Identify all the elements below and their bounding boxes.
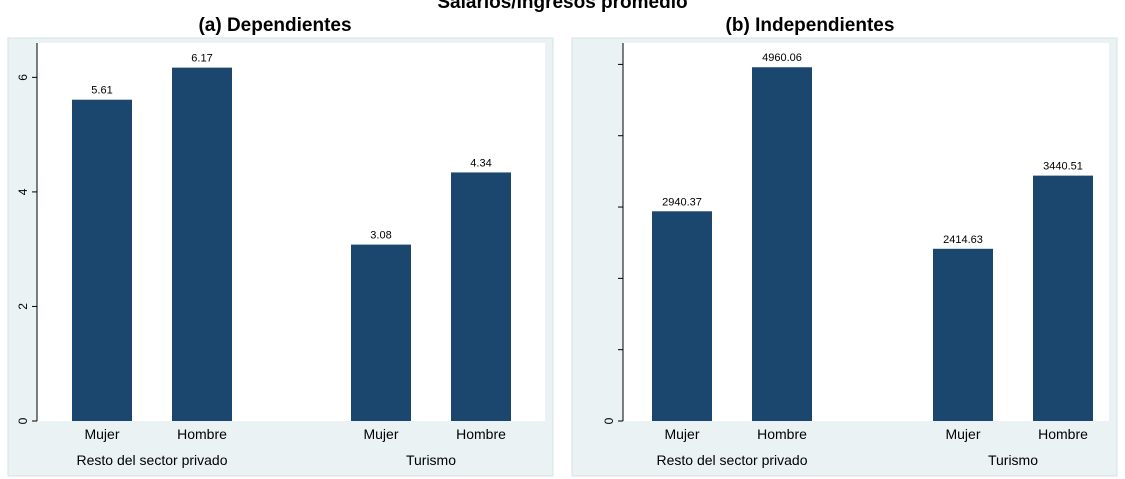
panel-b-category-label: Mujer	[945, 426, 980, 442]
panel-a-y-tick-label: 6	[16, 74, 30, 81]
panel-b-category-label: Hombre	[757, 426, 807, 442]
panel-b-y-tick-label: 0	[602, 417, 616, 424]
panel-a-title: (a) Dependientes	[198, 15, 352, 36]
panel-b-bar	[752, 67, 812, 421]
panel-a-group-label: Turismo	[406, 452, 456, 468]
panel-a-bar-value-label: 6.17	[191, 53, 212, 65]
panel-a-y-tick-label: 4	[16, 188, 30, 195]
panel-b-category-label: Hombre	[1038, 426, 1088, 442]
panel-a-y-tick-label: 0	[16, 417, 30, 424]
panel-b-bar	[652, 211, 712, 421]
panel-a-bar	[451, 172, 511, 421]
panel-a-bar	[172, 67, 232, 422]
panel-a-bar-value-label: 3.08	[370, 230, 391, 242]
panel-b-bar-value-label: 2414.63	[943, 234, 983, 246]
panel-a-category-label: Hombre	[177, 426, 227, 442]
panel-a-category-label: Hombre	[456, 426, 506, 442]
panel-b-bar-value-label: 3440.51	[1043, 161, 1083, 173]
panel-b-bar-value-label: 2940.37	[662, 196, 702, 208]
panel-a-y-tick-label: 2	[16, 303, 30, 310]
panel-b-category-label: Mujer	[664, 426, 699, 442]
panel-a-category-label: Mujer	[84, 426, 119, 442]
panel-b-group-label: Resto del sector privado	[657, 452, 808, 468]
panel-b-group-label: Turismo	[988, 452, 1038, 468]
panel-a-group-label: Resto del sector privado	[77, 452, 228, 468]
panel-b-bar	[933, 248, 993, 421]
panel-a-bar-value-label: 4.34	[470, 157, 491, 169]
panel-a-bar	[351, 244, 411, 421]
panel-a-bar	[72, 99, 132, 421]
panel-b-bar-value-label: 4960.06	[762, 52, 802, 64]
panel-b-title: (b) Independientes	[725, 15, 895, 36]
main-title: Salarios/Ingresos promedio	[437, 0, 688, 13]
panel-a-category-label: Mujer	[363, 426, 398, 442]
panel-b-bar	[1033, 175, 1093, 421]
panel-a-bar-value-label: 5.61	[91, 85, 112, 97]
